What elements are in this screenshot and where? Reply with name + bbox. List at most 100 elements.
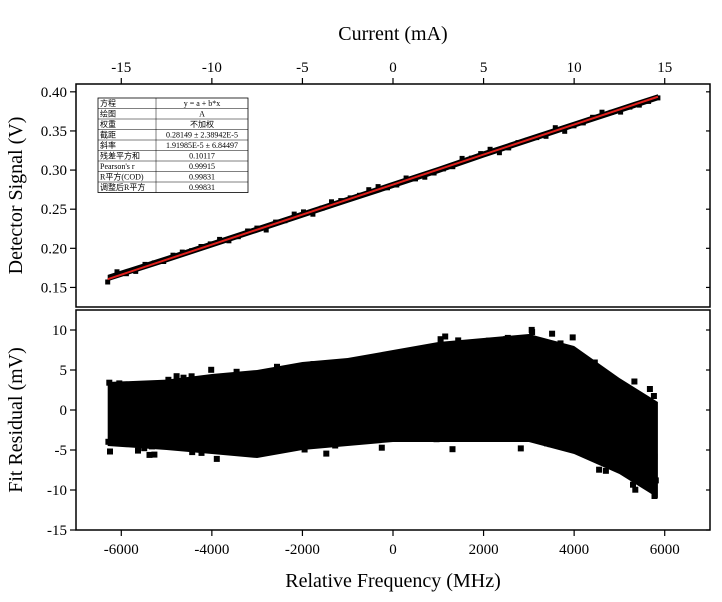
residual-point — [528, 326, 535, 333]
y-tick-label: 0.15 — [41, 280, 67, 296]
fit-table-value: 不加权 — [190, 119, 214, 129]
x-tick-label: 2000 — [469, 542, 499, 558]
residual-point — [590, 440, 596, 446]
residual-point — [198, 449, 205, 456]
fit-table-key: R平方(COD) — [100, 172, 144, 182]
x-tick-label: -2000 — [285, 542, 320, 558]
residual-point — [494, 356, 501, 363]
residual-point — [356, 387, 363, 394]
residual-point — [490, 400, 497, 407]
residual-point — [622, 384, 629, 391]
residual-point — [148, 443, 155, 450]
residual-point — [129, 402, 136, 409]
x-tick-label: -6000 — [104, 542, 139, 558]
residual-point — [544, 440, 550, 447]
residual-point — [216, 389, 223, 396]
residual-point — [274, 363, 280, 370]
y-tick-label: 0.30 — [41, 163, 67, 179]
data-point — [636, 102, 642, 108]
residual-point — [287, 382, 293, 389]
data-point — [179, 249, 185, 255]
residual-point — [182, 427, 189, 433]
residual-point — [410, 393, 417, 400]
y-tick-label: 0.25 — [41, 202, 67, 218]
data-point — [571, 123, 577, 129]
residual-point — [599, 374, 606, 381]
residual-point — [452, 343, 459, 350]
residual-point — [287, 401, 294, 408]
residual-point — [233, 368, 240, 375]
residual-point — [427, 407, 434, 414]
data-point — [301, 209, 306, 215]
residual-point — [651, 453, 658, 460]
data-point — [207, 241, 213, 247]
fit-table-key: Pearson's r — [100, 162, 135, 171]
residual-point — [630, 481, 636, 488]
residual-point — [505, 384, 512, 391]
residual-point — [631, 378, 638, 385]
residual-point — [630, 426, 637, 433]
residual-point — [469, 384, 476, 391]
residual-point — [509, 406, 516, 413]
residual-point — [151, 451, 158, 458]
x-tick-label: 0 — [389, 542, 397, 558]
residual-point — [214, 429, 220, 435]
residual-point — [147, 419, 154, 426]
residual-point — [610, 453, 616, 460]
residual-point — [468, 378, 475, 385]
data-point — [375, 184, 381, 190]
x-tick-label: 6000 — [650, 542, 680, 558]
residual-point — [608, 383, 615, 390]
fit-table-value: 0.28149 ± 2.38942E-5 — [166, 131, 238, 140]
data-point — [487, 146, 493, 152]
fit-table-key: 斜率 — [100, 140, 116, 150]
residual-point — [652, 477, 659, 484]
x2-tick-label: -5 — [296, 60, 309, 76]
residual-point — [433, 436, 440, 443]
data-point — [403, 175, 409, 181]
residual-point — [452, 430, 459, 437]
residual-point — [293, 364, 300, 371]
residual-point — [369, 429, 376, 435]
y-tick-label: 5 — [60, 363, 68, 379]
fit-table-value: 0.99831 — [189, 183, 215, 192]
data-point — [329, 199, 334, 205]
top-panel: 0.150.200.250.300.350.40 -15 -10 -5 0 5 10 15 … — [41, 60, 711, 308]
x2-tick-label: 5 — [480, 60, 488, 76]
residual-point — [453, 386, 460, 393]
residual-point — [220, 401, 227, 408]
residual-point — [496, 373, 503, 380]
residual-point — [189, 449, 196, 456]
residual-point — [625, 406, 632, 413]
y-tick-label: -5 — [55, 443, 68, 459]
data-point — [263, 227, 269, 233]
residual-point — [590, 420, 597, 427]
residual-point — [442, 333, 449, 340]
residual-point — [376, 435, 383, 442]
residual-point — [310, 361, 317, 368]
data-point — [496, 150, 502, 156]
data-point — [273, 219, 279, 225]
residual-point — [176, 395, 183, 402]
residual-point — [634, 400, 641, 406]
x2-tick-label: 15 — [657, 60, 672, 76]
residual-point — [116, 380, 123, 387]
bottom-x-axis-title: Relative Frequency (MHz) — [285, 570, 500, 592]
residual-point — [156, 401, 163, 408]
residual-point — [378, 388, 385, 395]
data-point — [291, 211, 297, 217]
residual-point — [242, 439, 249, 446]
residual-point — [551, 425, 558, 432]
residual-point — [219, 404, 226, 411]
residual-point — [345, 400, 352, 407]
residual-point — [504, 334, 511, 341]
residual-point — [428, 420, 435, 427]
residual-point — [646, 386, 653, 392]
data-point — [655, 95, 661, 101]
residual-point — [475, 353, 482, 360]
residual-point — [105, 438, 112, 445]
data-point — [170, 252, 176, 258]
fit-table-value: A — [199, 110, 205, 119]
residual-point — [460, 396, 467, 403]
residual-point — [332, 442, 339, 449]
